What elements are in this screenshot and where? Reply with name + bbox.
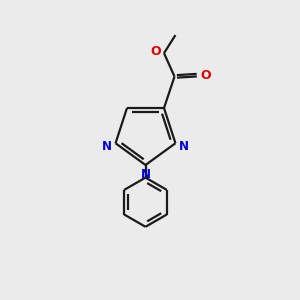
Text: N: N [179, 140, 189, 152]
Text: O: O [200, 68, 211, 82]
Text: N: N [102, 140, 112, 152]
Text: N: N [140, 167, 151, 181]
Text: O: O [151, 45, 161, 58]
